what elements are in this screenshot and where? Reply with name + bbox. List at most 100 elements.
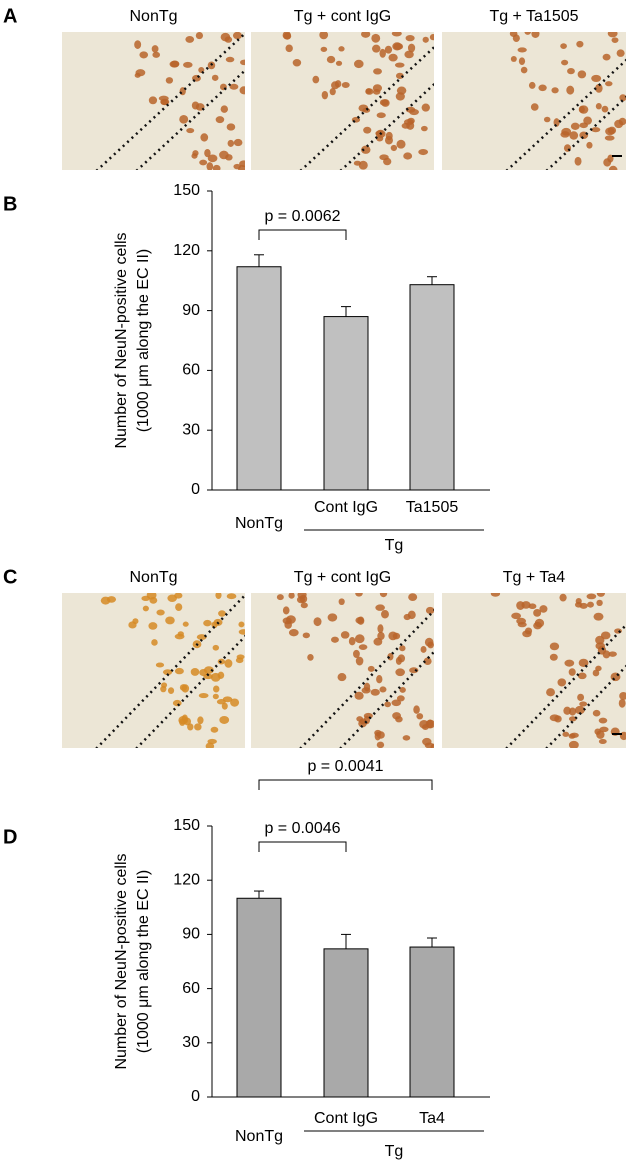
cell [395, 656, 402, 665]
cell [371, 33, 381, 43]
cell [608, 651, 617, 657]
cell [340, 631, 350, 639]
cell [134, 40, 142, 49]
cell [601, 105, 609, 113]
bar [323, 316, 369, 491]
cell [276, 594, 284, 601]
y-tick-label: 120 [173, 242, 200, 259]
cell [353, 160, 362, 166]
cell [205, 742, 215, 748]
cell [533, 608, 542, 617]
cell [577, 693, 585, 702]
cell [375, 604, 385, 611]
cell [361, 32, 371, 38]
cell [579, 602, 588, 609]
cells [282, 32, 434, 170]
cell [174, 633, 185, 640]
cell [211, 74, 219, 81]
panel-letter: B [3, 193, 17, 215]
layer-boundary [299, 608, 434, 748]
cell [156, 609, 165, 616]
cell [320, 46, 328, 52]
cell [563, 706, 572, 715]
cell [134, 72, 141, 78]
cell [517, 47, 527, 53]
group-label: Tg [385, 537, 404, 554]
micrograph [442, 32, 626, 170]
cell [610, 672, 621, 682]
cell [142, 605, 149, 612]
layer-boundary [545, 664, 626, 748]
cell [148, 622, 158, 630]
cell [568, 668, 576, 676]
y-tick-label: 0 [191, 481, 200, 498]
bar [236, 266, 282, 491]
cell [358, 644, 368, 650]
cell [579, 105, 589, 114]
x-tick-label: Ta1505 [406, 499, 459, 516]
layer-boundary [95, 593, 245, 748]
x-tick-label: Ta4 [419, 1110, 445, 1127]
cell [367, 665, 375, 672]
layer-boundary [339, 650, 434, 748]
cell [220, 32, 231, 42]
cell [353, 59, 364, 69]
cell [416, 713, 424, 720]
cell [227, 139, 235, 147]
cell [424, 637, 434, 647]
cell [373, 637, 383, 646]
cell [286, 615, 296, 624]
cell [230, 698, 240, 707]
cell [390, 144, 398, 152]
cell [549, 642, 560, 651]
cell [221, 702, 228, 710]
cell [376, 675, 383, 684]
cell [388, 631, 398, 641]
cell [212, 693, 219, 700]
cell [614, 119, 624, 129]
cell [597, 645, 607, 655]
cell [139, 51, 149, 59]
image-label: NonTg [129, 8, 177, 25]
cell [608, 165, 618, 170]
cell [299, 594, 308, 604]
significance-bracket [258, 779, 433, 790]
cell [561, 59, 569, 66]
cell [376, 741, 385, 748]
layer-boundary [135, 634, 245, 748]
cell [373, 68, 382, 75]
cell [197, 716, 204, 725]
cell [377, 624, 384, 634]
cell [233, 138, 243, 147]
cell [128, 621, 137, 629]
cell [384, 45, 393, 54]
y-axis-label: (1000 μm along the EC II) [135, 870, 152, 1054]
cell [530, 103, 539, 111]
cell [395, 668, 405, 677]
cell [575, 597, 582, 605]
cell [238, 629, 245, 635]
cell [213, 685, 220, 693]
cell [327, 613, 338, 622]
cell [141, 595, 151, 601]
y-tick-label: 30 [182, 421, 200, 438]
cell [199, 159, 208, 166]
cells [276, 593, 434, 748]
cell [614, 628, 622, 634]
cell [404, 50, 414, 59]
cell [490, 593, 501, 597]
p-value: p = 0.0062 [264, 208, 340, 225]
cell [423, 657, 432, 666]
cell [524, 627, 533, 635]
cell [396, 139, 406, 149]
cell [607, 32, 618, 38]
cell [206, 162, 214, 170]
cell [596, 593, 605, 597]
layer-boundary [505, 623, 626, 748]
cell [229, 83, 239, 90]
cell [595, 103, 602, 110]
panel-letter: C [3, 566, 17, 588]
cell [212, 644, 220, 651]
cell [551, 87, 559, 94]
cell [302, 632, 310, 639]
